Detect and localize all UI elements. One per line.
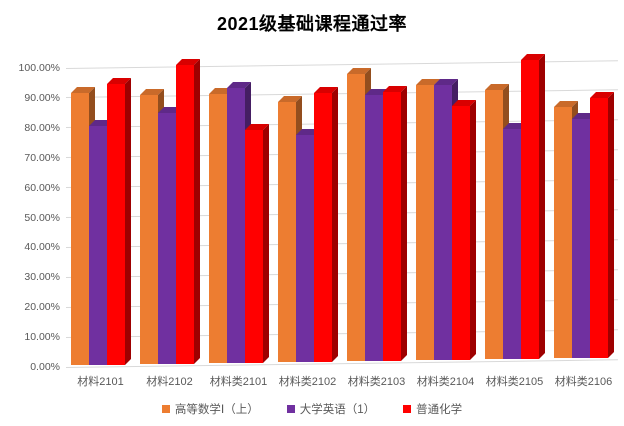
y-axis-tick-label: 20.00% [24,301,60,314]
bar [590,91,614,358]
legend-item: 大学英语（1） [286,401,376,417]
bar [452,99,476,360]
bar-side-face [263,123,269,363]
y-axis-tick-label: 90.00% [24,91,60,104]
legend-marker-icon [161,405,170,413]
x-axis-category-label: 材料类2106 [554,376,613,388]
legend-label: 大学英语（1） [299,404,376,416]
bar [416,78,440,360]
legend-label: 普通化学 [416,404,463,416]
bar [176,58,200,364]
bar [347,67,371,361]
bar [485,83,509,359]
y-axis-tick-label: 60.00% [24,181,60,194]
legend-label: 高等数学Ⅰ（上） [174,404,259,416]
x-axis-category-label: 材料2102 [146,376,193,388]
bar [71,86,95,365]
bar [521,53,545,359]
y-axis-tick-label: 70.00% [24,151,60,164]
bar [296,128,320,362]
bar [434,78,458,360]
bar [278,95,302,362]
bar-side-face [539,53,545,359]
bar [554,100,578,358]
y-axis-tick-label: 100.00% [18,62,60,74]
y-axis-tick-label: 40.00% [24,241,60,254]
bar-side-face [332,86,338,362]
bar [245,123,269,363]
bar-side-face [608,91,614,358]
legend: 高等数学Ⅰ（上） 大学英语（1） 普通化学 [0,401,624,417]
bar [314,86,338,362]
plot-area [65,53,618,368]
y-axis-tick-label: 0.00% [30,361,60,373]
bar [89,119,113,365]
bar [227,81,251,363]
legend-marker-icon [403,405,412,413]
bar [503,122,527,359]
x-axis-category-label: 材料类2103 [347,376,406,388]
x-axis-category-label: 材料2101 [77,376,124,388]
chart-title: 2021级基础课程通过率 [216,14,408,34]
y-axis-tick-label: 80.00% [24,121,60,134]
bar-side-face [194,58,200,364]
x-axis-category-label: 材料类2102 [278,376,337,388]
bar [572,112,596,358]
bar [209,87,233,363]
bar [158,106,182,364]
bar-side-face [401,85,407,361]
bar [107,77,131,365]
bar [365,88,389,361]
legend-item: 高等数学Ⅰ（上） [161,401,259,417]
legend-marker-icon [286,405,295,413]
bar-side-face [125,77,131,365]
legend-item: 普通化学 [403,401,462,417]
x-axis-category-label: 材料类2104 [416,376,475,388]
y-axis-tick-label: 50.00% [24,211,60,224]
y-axis-tick-label: 30.00% [24,271,60,284]
y-axis-tick-label: 10.00% [24,331,60,344]
x-axis-category-label: 材料类2105 [485,376,544,388]
x-axis-category-label: 材料类2101 [209,376,268,388]
y-axis-labels: 0.00% 10.00% 20.00% 30.00% 40.00% 50.00% 60.00… [0,62,60,373]
bar-side-face [470,99,476,360]
bar [383,85,407,361]
bar [140,88,164,364]
x-axis-labels: 材料2101 材料2102 材料类2101 材料类2102 材料类2103 材料类2104… [66,373,618,389]
